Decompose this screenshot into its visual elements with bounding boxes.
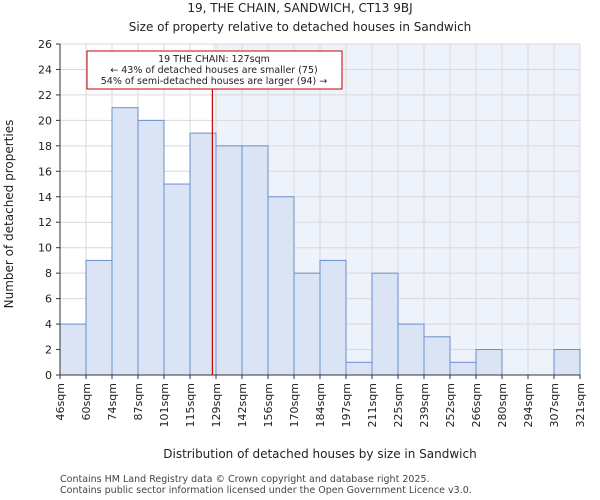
x-tick-label-266sqm: 266sqm — [470, 383, 483, 427]
y-tick-label: 8 — [45, 267, 52, 280]
bar-46sqm — [59, 323, 87, 376]
bar-170sqm — [293, 272, 321, 376]
y-tick-label: 6 — [45, 293, 52, 306]
x-tick-label-225sqm: 225sqm — [392, 383, 405, 427]
chart-title-line2: Size of property relative to detached ho… — [129, 20, 472, 34]
bar-211sqm — [371, 272, 399, 376]
bar-307sqm — [553, 349, 581, 376]
x-tick-label-46sqm: 46sqm — [54, 383, 67, 420]
x-tick-label-294sqm: 294sqm — [522, 383, 535, 427]
bar-225sqm — [397, 323, 425, 376]
y-tick-label: 0 — [45, 369, 52, 382]
x-tick-label-211sqm: 211sqm — [366, 383, 379, 427]
annotation-box — [86, 50, 343, 90]
y-tick-label: 12 — [38, 216, 52, 229]
bar-142sqm — [241, 145, 269, 376]
y-tick-label: 16 — [38, 165, 52, 178]
x-tick-label-142sqm: 142sqm — [236, 383, 249, 427]
annotation-line2: ← 43% of detached houses are smaller (75… — [110, 65, 317, 76]
y-tick-label: 26 — [38, 38, 52, 51]
x-tick-label-307sqm: 307sqm — [548, 383, 561, 427]
x-tick-label-156sqm: 156sqm — [262, 383, 275, 427]
y-tick-label: 22 — [38, 89, 52, 102]
annotation-line1: 19 THE CHAIN: 127sqm — [158, 54, 270, 65]
bar-87sqm — [137, 119, 165, 376]
x-tick-label-129sqm: 129sqm — [210, 383, 223, 427]
x-tick-label-101sqm: 101sqm — [158, 383, 171, 427]
x-tick-label-170sqm: 170sqm — [288, 383, 301, 427]
y-tick-label: 2 — [45, 344, 52, 357]
x-tick-label-321sqm: 321sqm — [574, 383, 587, 427]
y-tick-label: 10 — [38, 242, 52, 255]
x-tick-label-280sqm: 280sqm — [496, 383, 509, 427]
footer-line2: Contains public sector information licen… — [60, 485, 472, 496]
bar-252sqm — [449, 361, 477, 376]
bar-156sqm — [267, 196, 295, 376]
y-tick-label: 18 — [38, 140, 52, 153]
bar-60sqm — [85, 259, 113, 376]
y-tick-label: 4 — [45, 318, 52, 331]
annotation-line3: 54% of semi-detached houses are larger (… — [101, 76, 328, 87]
x-tick-label-87sqm: 87sqm — [132, 383, 145, 420]
bar-115sqm — [189, 132, 217, 376]
y-tick-label: 24 — [38, 63, 52, 76]
bar-239sqm — [423, 336, 451, 376]
bar-74sqm — [111, 107, 139, 376]
footer-line1: Contains HM Land Registry data © Crown c… — [60, 474, 430, 485]
y-tick-label: 14 — [38, 191, 52, 204]
y-axis-title: Number of detached properties — [2, 120, 16, 309]
x-tick-label-239sqm: 239sqm — [418, 383, 431, 427]
bar-101sqm — [163, 183, 191, 376]
chart-title-line1: 19, THE CHAIN, SANDWICH, CT13 9BJ — [187, 1, 412, 15]
x-tick-label-60sqm: 60sqm — [80, 383, 93, 420]
x-tick-label-252sqm: 252sqm — [444, 383, 457, 427]
x-tick-label-197sqm: 197sqm — [340, 383, 353, 427]
x-tick-label-74sqm: 74sqm — [106, 383, 119, 420]
x-axis-title: Distribution of detached houses by size … — [163, 447, 476, 461]
bar-184sqm — [319, 259, 347, 376]
x-tick-label-115sqm: 115sqm — [184, 383, 197, 427]
bar-266sqm — [475, 349, 503, 376]
bar-197sqm — [345, 361, 373, 376]
y-tick-label: 20 — [38, 114, 52, 127]
x-tick-label-184sqm: 184sqm — [314, 383, 327, 427]
bar-129sqm — [215, 145, 243, 376]
